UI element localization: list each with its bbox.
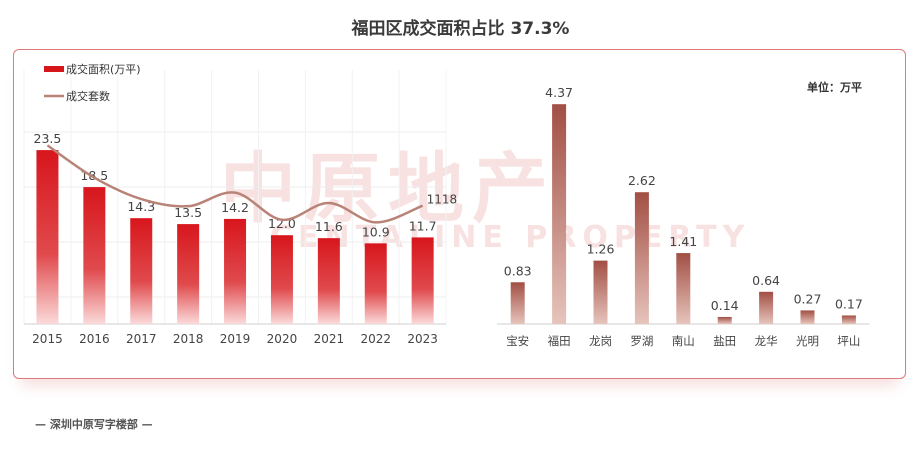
bar-area: [364, 243, 387, 324]
bar-value-label: 0.64: [752, 273, 780, 288]
bar-value-label: 11.6: [315, 219, 343, 234]
bar-value-label: 14.3: [127, 199, 155, 214]
line-end-label: 1118: [427, 193, 458, 207]
bar-value-label: 14.2: [221, 200, 249, 215]
x-tick-label: 罗湖: [630, 334, 653, 348]
bar-district: [717, 316, 732, 324]
bar-district: [676, 253, 691, 324]
footer-source: — 深圳中原写字楼部 —: [35, 418, 153, 431]
bar-district: [593, 260, 608, 324]
chart-title: 福田区成交面积占比 37.3%: [351, 19, 570, 39]
bar-district: [634, 192, 649, 324]
x-tick-label: 2022: [360, 332, 391, 346]
x-tick-label: 2021: [314, 332, 345, 346]
x-tick-label: 盐田: [713, 334, 736, 348]
x-tick-label: 2015: [32, 332, 63, 346]
bar-value-label: 18.5: [80, 168, 108, 183]
x-tick-label: 南山: [672, 334, 695, 348]
bar-value-label: 1.41: [669, 234, 697, 249]
bar-value-label: 13.5: [174, 205, 202, 220]
x-tick-label: 坪山: [837, 334, 860, 348]
bar-area: [36, 150, 59, 324]
bar-value-label: 4.37: [545, 85, 573, 100]
bar-area: [130, 218, 153, 324]
bar-value-label: 1.26: [587, 242, 615, 257]
bar-value-label: 0.27: [794, 291, 822, 306]
bar-value-label: 2.62: [628, 173, 656, 188]
unit-label: 单位：万平: [807, 81, 862, 94]
bar-district: [841, 315, 856, 324]
bar-area: [177, 224, 200, 324]
x-tick-label: 2019: [220, 332, 251, 346]
x-tick-label: 龙岗: [589, 334, 612, 348]
left-chart: 成交面积(万平) 成交套数 23.5 2015 18.5 2016 14.3 2017 13.5…: [23, 62, 458, 346]
bar-area: [270, 235, 293, 324]
x-tick-label: 宝安: [506, 334, 529, 348]
x-tick-label: 光明: [796, 334, 819, 348]
bar-district: [510, 282, 525, 324]
bar-value-label: 0.83: [504, 263, 532, 278]
bar-value-label: 11.7: [409, 218, 437, 233]
x-tick-label: 2020: [267, 332, 298, 346]
series-line-count: [46, 144, 424, 224]
x-tick-label: 2023: [407, 332, 438, 346]
watermark-cn: 中原地产: [220, 144, 556, 233]
bar-value-label: 23.5: [34, 131, 62, 146]
watermark-en: CENTALINE PROPERTY: [270, 220, 751, 255]
bar-district: [552, 104, 567, 325]
bar-area: [83, 187, 106, 324]
legend-swatch-area: [44, 66, 64, 72]
bar-area: [411, 237, 434, 324]
x-tick-label: 2017: [126, 332, 157, 346]
legend-label-area: 成交面积(万平): [66, 62, 141, 76]
legend-label-count: 成交套数: [66, 89, 110, 103]
bar-value-label: 10.9: [362, 224, 390, 239]
x-tick-label: 福田: [548, 334, 571, 348]
bar-area: [317, 238, 340, 324]
watermark-logo: 中原地产 CENTALINE PROPERTY: [220, 144, 751, 256]
bar-area: [224, 218, 247, 324]
x-tick-label: 2016: [79, 332, 110, 346]
bar-value-label: 0.14: [711, 298, 739, 313]
x-tick-label: 龙华: [755, 334, 778, 348]
x-tick-label: 2018: [173, 332, 204, 346]
bar-district: [759, 291, 774, 324]
bar-value-label: 0.17: [835, 296, 863, 311]
bar-district: [800, 310, 815, 324]
right-chart: 0.83 宝安 4.37 福田 1.26 龙岗 2.62 罗湖 1.41 南山 0.14 盐田 0.64…: [497, 85, 870, 348]
